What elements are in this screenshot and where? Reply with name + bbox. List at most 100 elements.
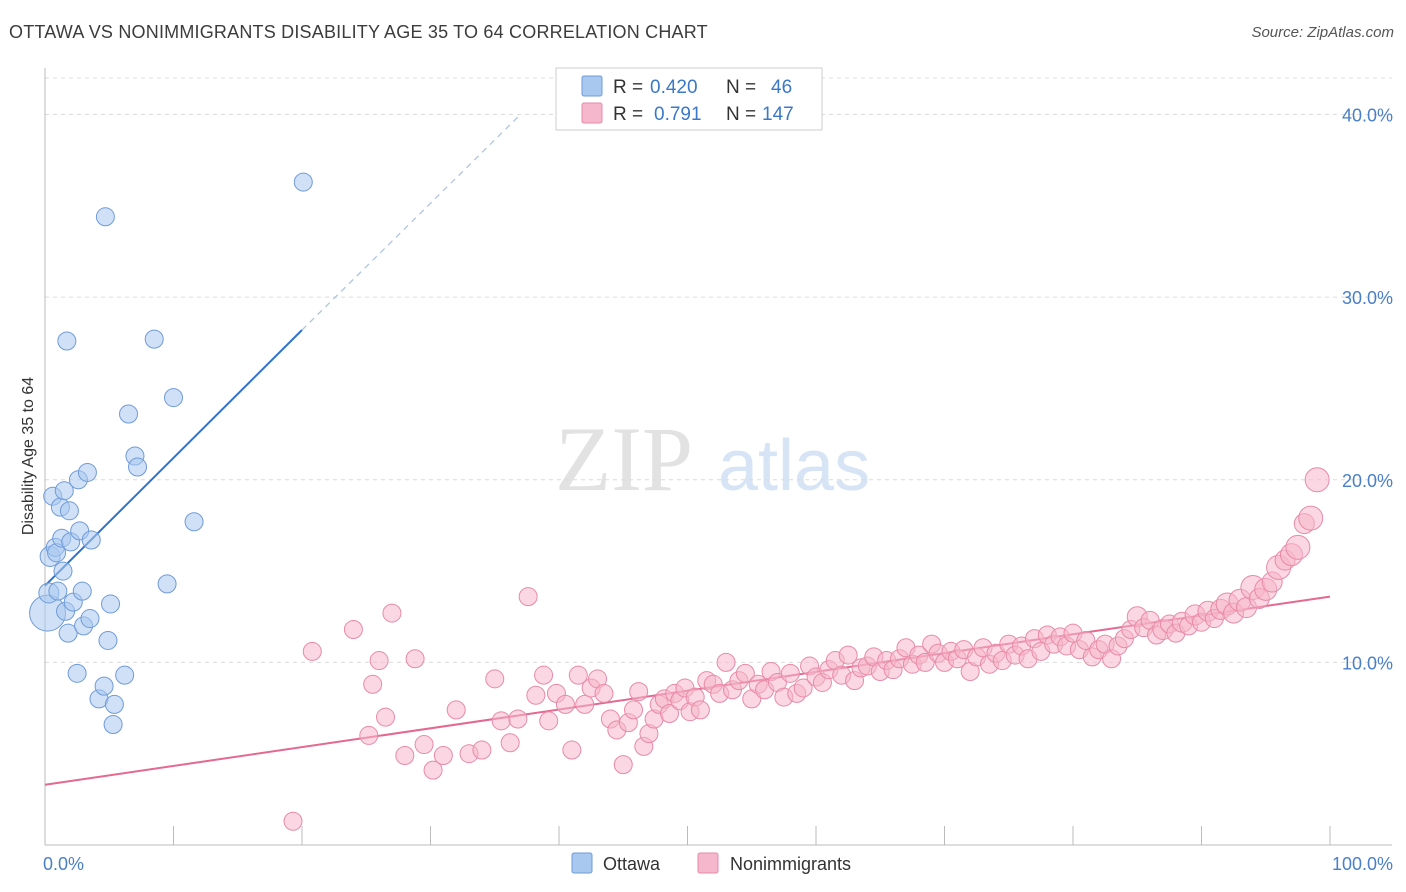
chart-title: OTTAWA VS NONIMMIGRANTS DISABILITY AGE 3… — [9, 22, 708, 42]
point-ottawa-28 — [98, 630, 118, 650]
chart-source: Source: ZipAtlas.com — [1251, 24, 1394, 41]
point-ottawa-35 — [128, 457, 148, 477]
legend-top: R = 0.420 N = 46 R = 0.791 N = 147 — [555, 67, 823, 131]
point-ottawa-29 — [101, 594, 121, 614]
trend-line-ottawa-extension — [301, 114, 521, 331]
y-tick-label-1: 20.0% — [1342, 471, 1393, 491]
point-nonimmigrants-25 — [555, 694, 575, 714]
point-nonimmigrants-5 — [369, 651, 389, 671]
legend-r-value-0: 0.420 — [650, 77, 698, 98]
legend-swatch-ottawa — [581, 75, 603, 97]
point-ottawa-24 — [81, 530, 101, 550]
point-nonimmigrants-72 — [838, 645, 858, 665]
point-nonimmigrants-23 — [539, 711, 559, 731]
point-nonimmigrants-109 — [1076, 630, 1096, 650]
legend-bottom-swatch-nonimmigrants — [697, 852, 719, 874]
watermark-zip: ZIP — [555, 408, 693, 510]
tick-labels: 10.0% 20.0% 30.0% 40.0% 0.0% 100.0% — [43, 106, 1393, 874]
point-ottawa-14 — [59, 501, 79, 521]
point-nonimmigrants-9 — [405, 649, 425, 669]
point-nonimmigrants-65 — [793, 678, 813, 698]
point-nonimmigrants-43 — [660, 704, 680, 724]
point-nonimmigrants-10 — [414, 735, 434, 755]
point-nonimmigrants-84 — [915, 652, 935, 672]
legend-n-value-1: 147 — [762, 104, 794, 125]
y-axis-label: Disability Age 35 to 64 — [20, 377, 37, 535]
point-nonimmigrants-144 — [1298, 505, 1324, 531]
point-nonimmigrants-53 — [716, 652, 736, 672]
point-nonimmigrants-20 — [518, 587, 538, 607]
point-nonimmigrants-6 — [376, 707, 396, 727]
point-nonimmigrants-26 — [562, 740, 582, 760]
point-ottawa-26 — [94, 676, 114, 696]
point-ottawa-9 — [53, 561, 73, 581]
legend-bottom-swatch-ottawa — [571, 852, 593, 874]
legend-n-label-1: N = — [726, 104, 756, 125]
point-nonimmigrants-0 — [283, 811, 303, 831]
legend-bottom-label-ottawa: Ottawa — [603, 854, 661, 874]
point-nonimmigrants-31 — [594, 683, 614, 703]
point-ottawa-30 — [103, 714, 123, 734]
point-nonimmigrants-7 — [382, 603, 402, 623]
point-nonimmigrants-49 — [690, 700, 710, 720]
watermark-atlas: atlas — [718, 426, 870, 506]
point-nonimmigrants-28 — [575, 694, 595, 714]
point-ottawa-31 — [104, 694, 124, 714]
point-nonimmigrants-63 — [780, 663, 800, 683]
point-nonimmigrants-37 — [629, 682, 649, 702]
point-nonimmigrants-36 — [624, 700, 644, 720]
legend-r-value-1: 0.791 — [654, 104, 702, 125]
point-ottawa-33 — [119, 404, 139, 424]
point-nonimmigrants-142 — [1285, 534, 1311, 560]
x-tick-label-1: 100.0% — [1332, 854, 1393, 874]
point-nonimmigrants-12 — [433, 746, 453, 766]
point-nonimmigrants-17 — [491, 711, 511, 731]
point-nonimmigrants-22 — [534, 665, 554, 685]
legend-r-label-0: R = — [613, 77, 643, 98]
point-nonimmigrants-27 — [568, 665, 588, 685]
trend-line-ottawa — [44, 329, 303, 587]
point-nonimmigrants-19 — [508, 709, 528, 729]
point-nonimmigrants-56 — [735, 663, 755, 683]
point-nonimmigrants-1 — [302, 641, 322, 661]
point-ottawa-40 — [293, 172, 313, 192]
y-tick-label-3: 40.0% — [1342, 106, 1393, 126]
point-ottawa-36 — [144, 329, 164, 349]
legend-bottom-label-nonimmigrants: Nonimmigrants — [730, 854, 851, 874]
point-nonimmigrants-21 — [526, 685, 546, 705]
x-tick-label-0: 0.0% — [43, 854, 84, 874]
point-nonimmigrants-34 — [613, 755, 633, 775]
point-nonimmigrants-8 — [395, 746, 415, 766]
point-ottawa-6 — [48, 581, 68, 601]
point-nonimmigrants-13 — [446, 700, 466, 720]
point-nonimmigrants-11 — [423, 760, 443, 780]
legend-n-value-0: 46 — [771, 77, 792, 98]
legend-swatch-nonimmigrants — [581, 102, 603, 124]
point-nonimmigrants-15 — [472, 740, 492, 760]
point-nonimmigrants-16 — [485, 669, 505, 689]
point-ottawa-22 — [77, 462, 97, 482]
point-nonimmigrants-18 — [500, 733, 520, 753]
point-ottawa-12 — [57, 331, 77, 351]
point-ottawa-32 — [115, 665, 135, 685]
point-ottawa-39 — [184, 512, 204, 532]
point-nonimmigrants-145 — [1304, 467, 1330, 493]
point-ottawa-27 — [95, 207, 115, 227]
point-nonimmigrants-4 — [363, 674, 383, 694]
grid-lines — [45, 77, 1392, 663]
legend-r-label-1: R = — [613, 104, 643, 125]
point-ottawa-20 — [72, 581, 92, 601]
point-nonimmigrants-2 — [343, 620, 363, 640]
axes — [44, 68, 1392, 846]
y-tick-label-0: 10.0% — [1342, 653, 1393, 673]
point-nonimmigrants-3 — [359, 725, 379, 745]
point-ottawa-37 — [157, 574, 177, 594]
y-tick-label-2: 30.0% — [1342, 288, 1393, 308]
legend-n-label-0: N = — [726, 77, 756, 98]
legend-bottom: Ottawa Nonimmigrants — [571, 852, 851, 874]
point-ottawa-38 — [164, 388, 183, 408]
point-ottawa-10 — [54, 481, 74, 501]
point-ottawa-13 — [58, 623, 78, 643]
point-ottawa-23 — [80, 609, 100, 629]
